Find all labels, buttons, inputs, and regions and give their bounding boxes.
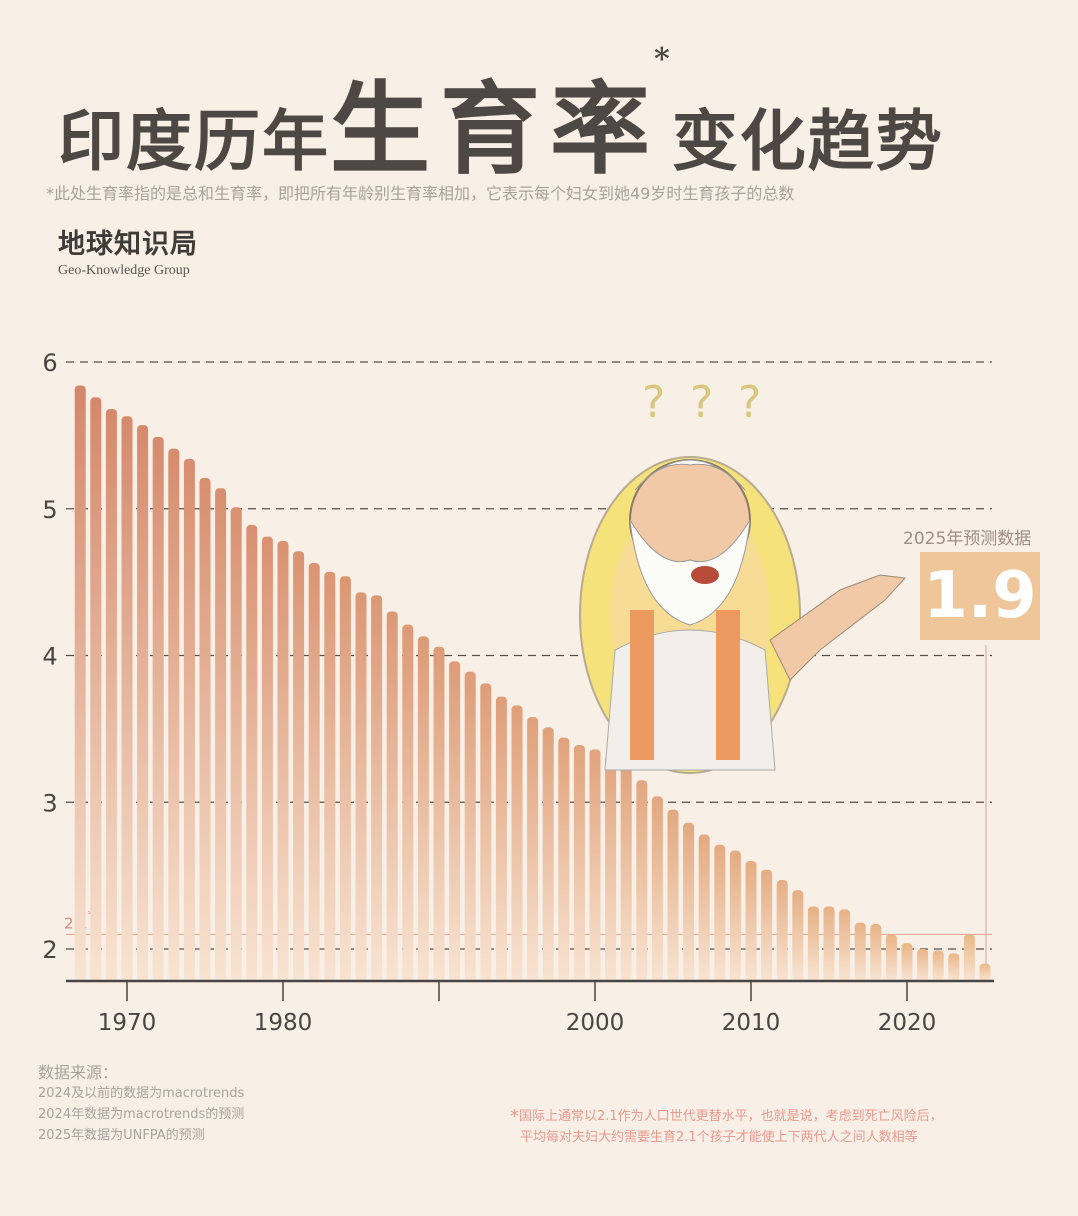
footnote: *国际上通常以2.1作为人口世代更替水平，也就是说，考虑到死亡风险后， 平均每对… xyxy=(510,1106,943,1148)
sources-heading: 数据来源： xyxy=(38,1063,119,1082)
title-part: 印度历年 xyxy=(58,102,330,180)
bar-2018 xyxy=(870,924,882,981)
cartoon-illustration: ? ? ? xyxy=(579,377,907,774)
callout-label: 2025年预测数据 xyxy=(903,529,1032,549)
x-tick-label: 1970 xyxy=(98,1010,157,1036)
bar-2001 xyxy=(605,755,617,981)
bar-2014 xyxy=(807,906,819,981)
bar-1968 xyxy=(90,397,102,982)
bar-2006 xyxy=(683,822,695,981)
bar-1983 xyxy=(324,571,336,981)
bar-1996 xyxy=(527,717,539,981)
bar-1978 xyxy=(246,524,258,981)
bar-2025 xyxy=(979,963,991,981)
footnote-line: 平均每对夫妇大约需要生育2.1个孩子才能使上下两代人之间人数相等 xyxy=(520,1130,918,1145)
bar-1976 xyxy=(215,488,227,981)
bar-1993 xyxy=(480,683,492,981)
bar-1991 xyxy=(449,661,461,981)
bar-1988 xyxy=(402,624,414,981)
brand-name-cn: 地球知识局 xyxy=(58,229,198,260)
bar-1989 xyxy=(417,636,429,981)
x-tick-label: 2020 xyxy=(878,1010,937,1036)
bar-1990 xyxy=(433,646,445,981)
bar-2005 xyxy=(667,809,679,981)
source-line: 2025年数据为UNFPA的预测 xyxy=(38,1128,205,1143)
title-emphasis: 生育率 xyxy=(330,70,660,188)
bar-1999 xyxy=(573,745,585,981)
svg-text:?: ? xyxy=(690,377,713,428)
bar-1992 xyxy=(464,671,476,981)
bar-2013 xyxy=(792,890,804,981)
bar-1998 xyxy=(558,737,570,981)
bar-1973 xyxy=(168,448,180,981)
bar-2023 xyxy=(948,953,960,981)
footnote-star: * xyxy=(510,1106,519,1127)
bar-2010 xyxy=(745,860,757,981)
brand-name-en: Geo-Knowledge Group xyxy=(58,263,190,278)
bar-1969 xyxy=(105,408,117,982)
bar-2016 xyxy=(839,909,851,981)
y-tick-label: 4 xyxy=(42,643,57,671)
bar-2019 xyxy=(885,934,897,981)
title-star: * xyxy=(654,42,672,77)
source-line: 2024及以前的数据为macrotrends xyxy=(38,1086,245,1101)
bar-2004 xyxy=(651,796,663,981)
bar-1981 xyxy=(293,551,305,981)
bar-2021 xyxy=(917,949,929,981)
bar-2011 xyxy=(761,869,773,981)
svg-text:?: ? xyxy=(642,377,665,428)
bar-1974 xyxy=(183,458,195,982)
subtitle: *此处生育率指的是总和生育率，即把所有年龄别生育率相加，它表示每个妇女到她49岁… xyxy=(46,184,795,203)
bar-1979 xyxy=(261,536,273,981)
bar-1987 xyxy=(386,611,398,981)
bar-1971 xyxy=(137,425,149,981)
bar-2000 xyxy=(589,749,601,981)
bar-2012 xyxy=(776,880,788,981)
x-tick-label: 1980 xyxy=(254,1010,313,1036)
brand-logo: 地球知识局 Geo-Knowledge Group xyxy=(58,222,198,279)
bar-2009 xyxy=(729,850,741,981)
bar-2015 xyxy=(823,906,835,981)
footnote-line: 国际上通常以2.1作为人口世代更替水平，也就是说，考虑到死亡风险后， xyxy=(519,1109,943,1124)
page-title: 印度历年生育率* 变化趋势 xyxy=(58,42,944,193)
bar-2020 xyxy=(901,943,913,981)
bar-2003 xyxy=(636,780,648,981)
bar-1967 xyxy=(74,385,86,982)
bar-2017 xyxy=(854,922,866,981)
bar-1970 xyxy=(121,416,133,981)
bar-1986 xyxy=(371,595,383,981)
x-tick-label: 2000 xyxy=(566,1010,625,1036)
y-tick-label: 6 xyxy=(42,349,57,377)
bar-1977 xyxy=(230,507,242,981)
y-tick-label: 2 xyxy=(42,936,57,964)
bar-2007 xyxy=(698,834,710,981)
y-tick-label: 5 xyxy=(42,496,57,524)
bar-1997 xyxy=(542,727,554,981)
bar-2008 xyxy=(714,844,726,981)
bar-2002 xyxy=(620,767,632,981)
title-part: 变化趋势 xyxy=(671,102,944,180)
callout-value: 1.9 xyxy=(920,552,1040,640)
bar-1984 xyxy=(339,576,351,981)
bar-1995 xyxy=(511,705,523,981)
x-tick-label: 2010 xyxy=(722,1010,781,1036)
bar-2022 xyxy=(932,950,944,981)
bar-2024 xyxy=(963,934,975,981)
bar-1980 xyxy=(277,541,289,981)
bar-1982 xyxy=(308,563,320,981)
y-tick-label: 3 xyxy=(42,789,57,817)
bar-1985 xyxy=(355,592,367,981)
data-sources: 数据来源： 2024及以前的数据为macrotrends 2024年数据为mac… xyxy=(38,1062,244,1146)
source-line: 2024年数据为macrotrends的预测 xyxy=(38,1107,245,1122)
svg-text:?: ? xyxy=(738,377,761,428)
bar-1975 xyxy=(199,477,211,981)
bar-1972 xyxy=(152,436,164,981)
bar-1994 xyxy=(495,696,507,981)
